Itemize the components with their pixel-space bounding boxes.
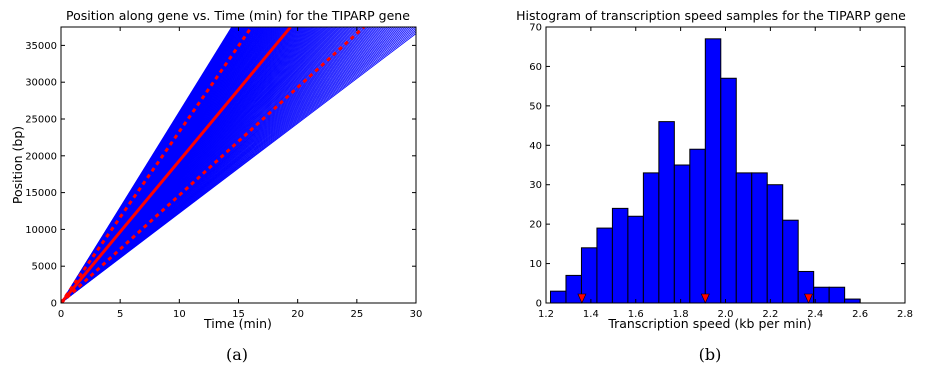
histogram-bar xyxy=(797,270,815,304)
histogram-bar xyxy=(782,219,799,304)
x-tick-label: 0 xyxy=(58,309,64,320)
y-tick-label: 15000 xyxy=(25,188,57,199)
x-tick-label: 1.8 xyxy=(673,309,689,320)
marker-triangle xyxy=(804,293,813,304)
y-tick-label: 35000 xyxy=(25,41,57,52)
panel-b-plot-area xyxy=(549,38,861,304)
y-tick-label: 10000 xyxy=(25,225,57,236)
panel-a-caption: (a) xyxy=(226,345,248,364)
histogram-bar xyxy=(720,77,737,304)
x-tick-label: 10 xyxy=(173,309,186,320)
x-tick-label: 2.6 xyxy=(852,309,868,320)
marker-triangle xyxy=(577,293,587,304)
x-tick-label: 2.4 xyxy=(807,309,823,320)
histogram-bar xyxy=(813,286,830,304)
y-tick-label: 10 xyxy=(529,259,542,270)
x-tick-label: 1.4 xyxy=(583,309,599,320)
y-tick-label: 60 xyxy=(529,62,542,73)
panel-a-ticks: 0 5 10 15 20 25 30 0 5000 10000 15000 20000 25000 300… xyxy=(25,27,422,320)
y-tick-label: 30 xyxy=(529,180,542,191)
histogram-bar xyxy=(549,290,567,304)
panel-b-frame xyxy=(545,26,906,304)
x-tick-label: 20 xyxy=(291,309,304,320)
x-tick-label: 30 xyxy=(410,309,423,320)
x-tick-label: 15 xyxy=(232,309,245,320)
panel-a-plot-area xyxy=(61,27,416,303)
panel-b-xlabel: Transcription speed (kb per min) xyxy=(607,316,811,331)
histogram-bar xyxy=(766,184,784,304)
histogram-bar xyxy=(673,164,691,304)
histogram-bar xyxy=(642,172,660,304)
x-tick-label: 1.2 xyxy=(538,309,554,320)
histogram-bar xyxy=(735,172,753,304)
y-tick-label: 20000 xyxy=(25,151,57,162)
histogram-bar xyxy=(596,227,613,304)
histogram-bar xyxy=(689,148,706,304)
x-tick-label: 1.6 xyxy=(628,309,644,320)
histogram-bar xyxy=(611,207,629,304)
y-tick-label: 40 xyxy=(529,141,542,152)
y-tick-label: 30000 xyxy=(25,78,57,89)
panel-a-frame xyxy=(60,26,417,304)
x-tick-label: 5 xyxy=(117,309,123,320)
y-tick-label: 25000 xyxy=(25,115,57,126)
y-tick-label: 50 xyxy=(529,101,542,112)
histogram-bar xyxy=(627,215,644,304)
marker-triangle xyxy=(700,293,710,304)
panel-b-histogram: Histogram of transcription speed samples… xyxy=(516,8,913,364)
y-tick-label: 0 xyxy=(536,299,542,310)
histogram-bar xyxy=(828,286,846,304)
x-tick-label: 2.8 xyxy=(897,309,913,320)
y-tick-label: 70 xyxy=(529,23,542,34)
panel-b-caption: (b) xyxy=(699,345,722,364)
x-tick-label: 25 xyxy=(350,309,363,320)
y-tick-label: 0 xyxy=(51,299,57,310)
y-tick-label: 5000 xyxy=(32,262,57,273)
histogram-bar xyxy=(751,172,768,304)
panel-a-xlabel: Time (min) xyxy=(203,316,272,331)
x-tick-label: 2.2 xyxy=(762,309,778,320)
y-tick-label: 20 xyxy=(529,220,542,231)
x-tick-label: 2.0 xyxy=(718,309,734,320)
trajectory-line xyxy=(61,27,233,303)
histogram-bar xyxy=(844,298,861,304)
panel-b-title: Histogram of transcription speed samples… xyxy=(516,8,906,23)
panel-a-title: Position along gene vs. Time (min) for t… xyxy=(66,8,410,23)
histogram-bar xyxy=(658,121,675,304)
panel-a-position-vs-time: Position along gene vs. Time (min) for t… xyxy=(10,8,422,364)
panel-a-ylabel: Position (bp) xyxy=(10,126,25,204)
histogram-bar xyxy=(704,38,722,304)
series-mean xyxy=(61,27,292,303)
histogram-bar xyxy=(565,274,582,304)
